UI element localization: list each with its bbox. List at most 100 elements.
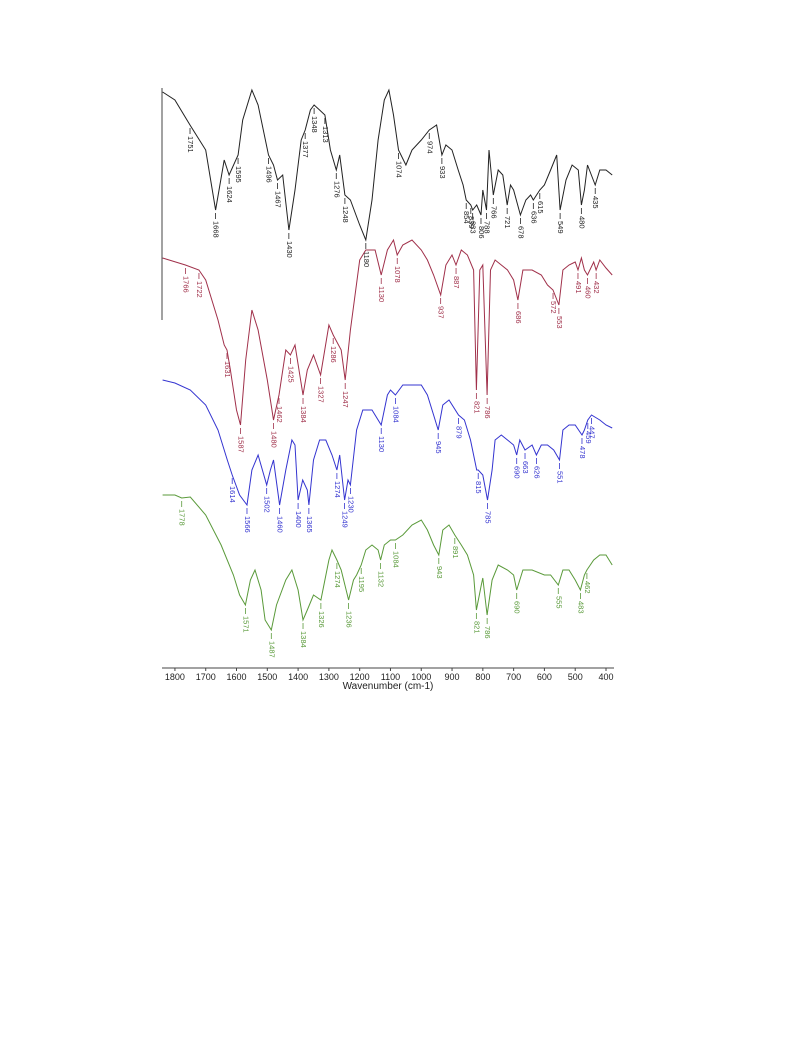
peak-label: 1230: [346, 496, 355, 513]
peak-label: 1313: [321, 126, 330, 143]
peak-label: 491: [574, 281, 583, 294]
peak-label: 1084: [391, 551, 400, 568]
peak-label: 1460: [276, 516, 285, 533]
peak-label: 1587: [237, 436, 246, 453]
spectrum-line: [162, 494, 613, 632]
x-tick-label: 800: [475, 672, 490, 682]
peak-label: 1195: [357, 576, 366, 592]
peak-label: 480: [577, 216, 586, 229]
peak-label: 1130: [377, 436, 386, 452]
peak-label: 1180: [362, 251, 371, 267]
peak-label: 663: [521, 461, 530, 474]
peak-label: 1766: [181, 276, 190, 293]
peak-label: 788: [483, 221, 492, 234]
x-tick-label: 900: [445, 672, 460, 682]
peak-label: 1078: [393, 266, 402, 283]
peak-label: 551: [556, 471, 565, 484]
peak-label: 891: [451, 546, 460, 559]
peak-label: 1247: [341, 391, 350, 408]
peak-label: 459: [584, 431, 593, 444]
peak-label: 549: [556, 221, 565, 234]
peak-label: 435: [591, 196, 600, 209]
peak-label: 1084: [391, 406, 400, 423]
x-tick-label: 1400: [288, 672, 308, 682]
peak-label: 943: [435, 566, 444, 579]
peak-label: 1327: [317, 386, 326, 403]
peak-label: 974: [425, 141, 434, 154]
peak-label: 879: [455, 426, 464, 439]
peak-label: 766: [489, 206, 498, 219]
peak-label: 615: [536, 201, 545, 214]
peak-label: 1751: [186, 136, 195, 153]
spectrum-line: [162, 238, 613, 426]
peak-label: 626: [532, 466, 541, 479]
peak-label: 460: [584, 286, 593, 299]
peak-label: 1614: [228, 486, 237, 503]
x-tick-label: 1700: [196, 672, 216, 682]
peak-label: 483: [576, 601, 585, 614]
peak-label: 690: [513, 466, 522, 479]
peak-label: 806: [477, 226, 486, 239]
peak-label: 1074: [395, 161, 404, 178]
peak-label: 1276: [332, 181, 341, 198]
peak-label: 785: [484, 511, 493, 524]
peak-label: 555: [554, 596, 563, 609]
peak-label: 815: [474, 481, 483, 494]
peak-label: 1286: [329, 346, 338, 363]
peak-label: 1425: [286, 366, 295, 383]
peak-label: 1274: [333, 481, 342, 498]
peak-label: 839: [467, 216, 476, 229]
peak-label: 1668: [212, 221, 221, 238]
peak-label: 432: [592, 281, 601, 294]
peak-label: 1348: [310, 116, 319, 133]
peak-label: 690: [513, 601, 522, 614]
x-tick-label: 1100: [381, 672, 400, 682]
x-tick-label: 400: [598, 672, 613, 682]
peak-label: 553: [555, 316, 564, 329]
peak-label: 1377: [301, 141, 310, 158]
x-axis-title: Wavenumber (cm-1): [343, 681, 434, 692]
peak-label: 1566: [243, 516, 252, 533]
peak-label: 1571: [241, 616, 250, 633]
peak-label: 686: [514, 311, 523, 324]
peak-label: 1384: [299, 406, 308, 423]
peak-label: 1130: [377, 286, 386, 302]
peak-label: 572: [549, 301, 558, 314]
peak-label: 887: [452, 276, 461, 289]
peak-label: 937: [437, 306, 446, 319]
peak-label: 933: [438, 166, 447, 179]
x-tick-label: 600: [537, 672, 552, 682]
peak-label: 1430: [285, 241, 294, 258]
x-tick-label: 500: [568, 672, 583, 682]
peak-label: 854: [462, 211, 471, 224]
peak-label: 478: [578, 446, 587, 459]
peak-label: 1236: [345, 611, 354, 628]
peak-label: 447: [588, 426, 597, 439]
peak-label: 1274: [333, 571, 342, 588]
peak-label: 821: [472, 401, 481, 414]
x-tick-label: 1200: [350, 672, 370, 682]
spectrum-line: [162, 88, 613, 242]
peak-label: 1595: [234, 166, 243, 183]
x-tick-label: 1000: [411, 672, 431, 682]
spectrum-line: [162, 379, 613, 507]
peak-label: 1326: [317, 611, 326, 628]
peak-label: 636: [529, 211, 538, 224]
peak-label: 1132: [377, 571, 386, 587]
peak-label: 1365: [305, 516, 314, 533]
x-tick-label: 1800: [165, 672, 185, 682]
peak-label: 1487: [267, 641, 276, 658]
peak-label: 821: [472, 621, 481, 634]
peak-label: 1631: [223, 361, 232, 378]
peak-label: 786: [483, 626, 492, 639]
x-tick-label: 1600: [226, 672, 246, 682]
peak-label: 1248: [341, 206, 350, 223]
peak-label: 1722: [195, 281, 204, 298]
peak-label: 1480: [270, 431, 279, 448]
x-tick-label: 1300: [319, 672, 339, 682]
peak-label: 1502: [263, 496, 272, 513]
peak-label: 833: [469, 221, 478, 234]
peak-label: 1624: [225, 186, 234, 203]
